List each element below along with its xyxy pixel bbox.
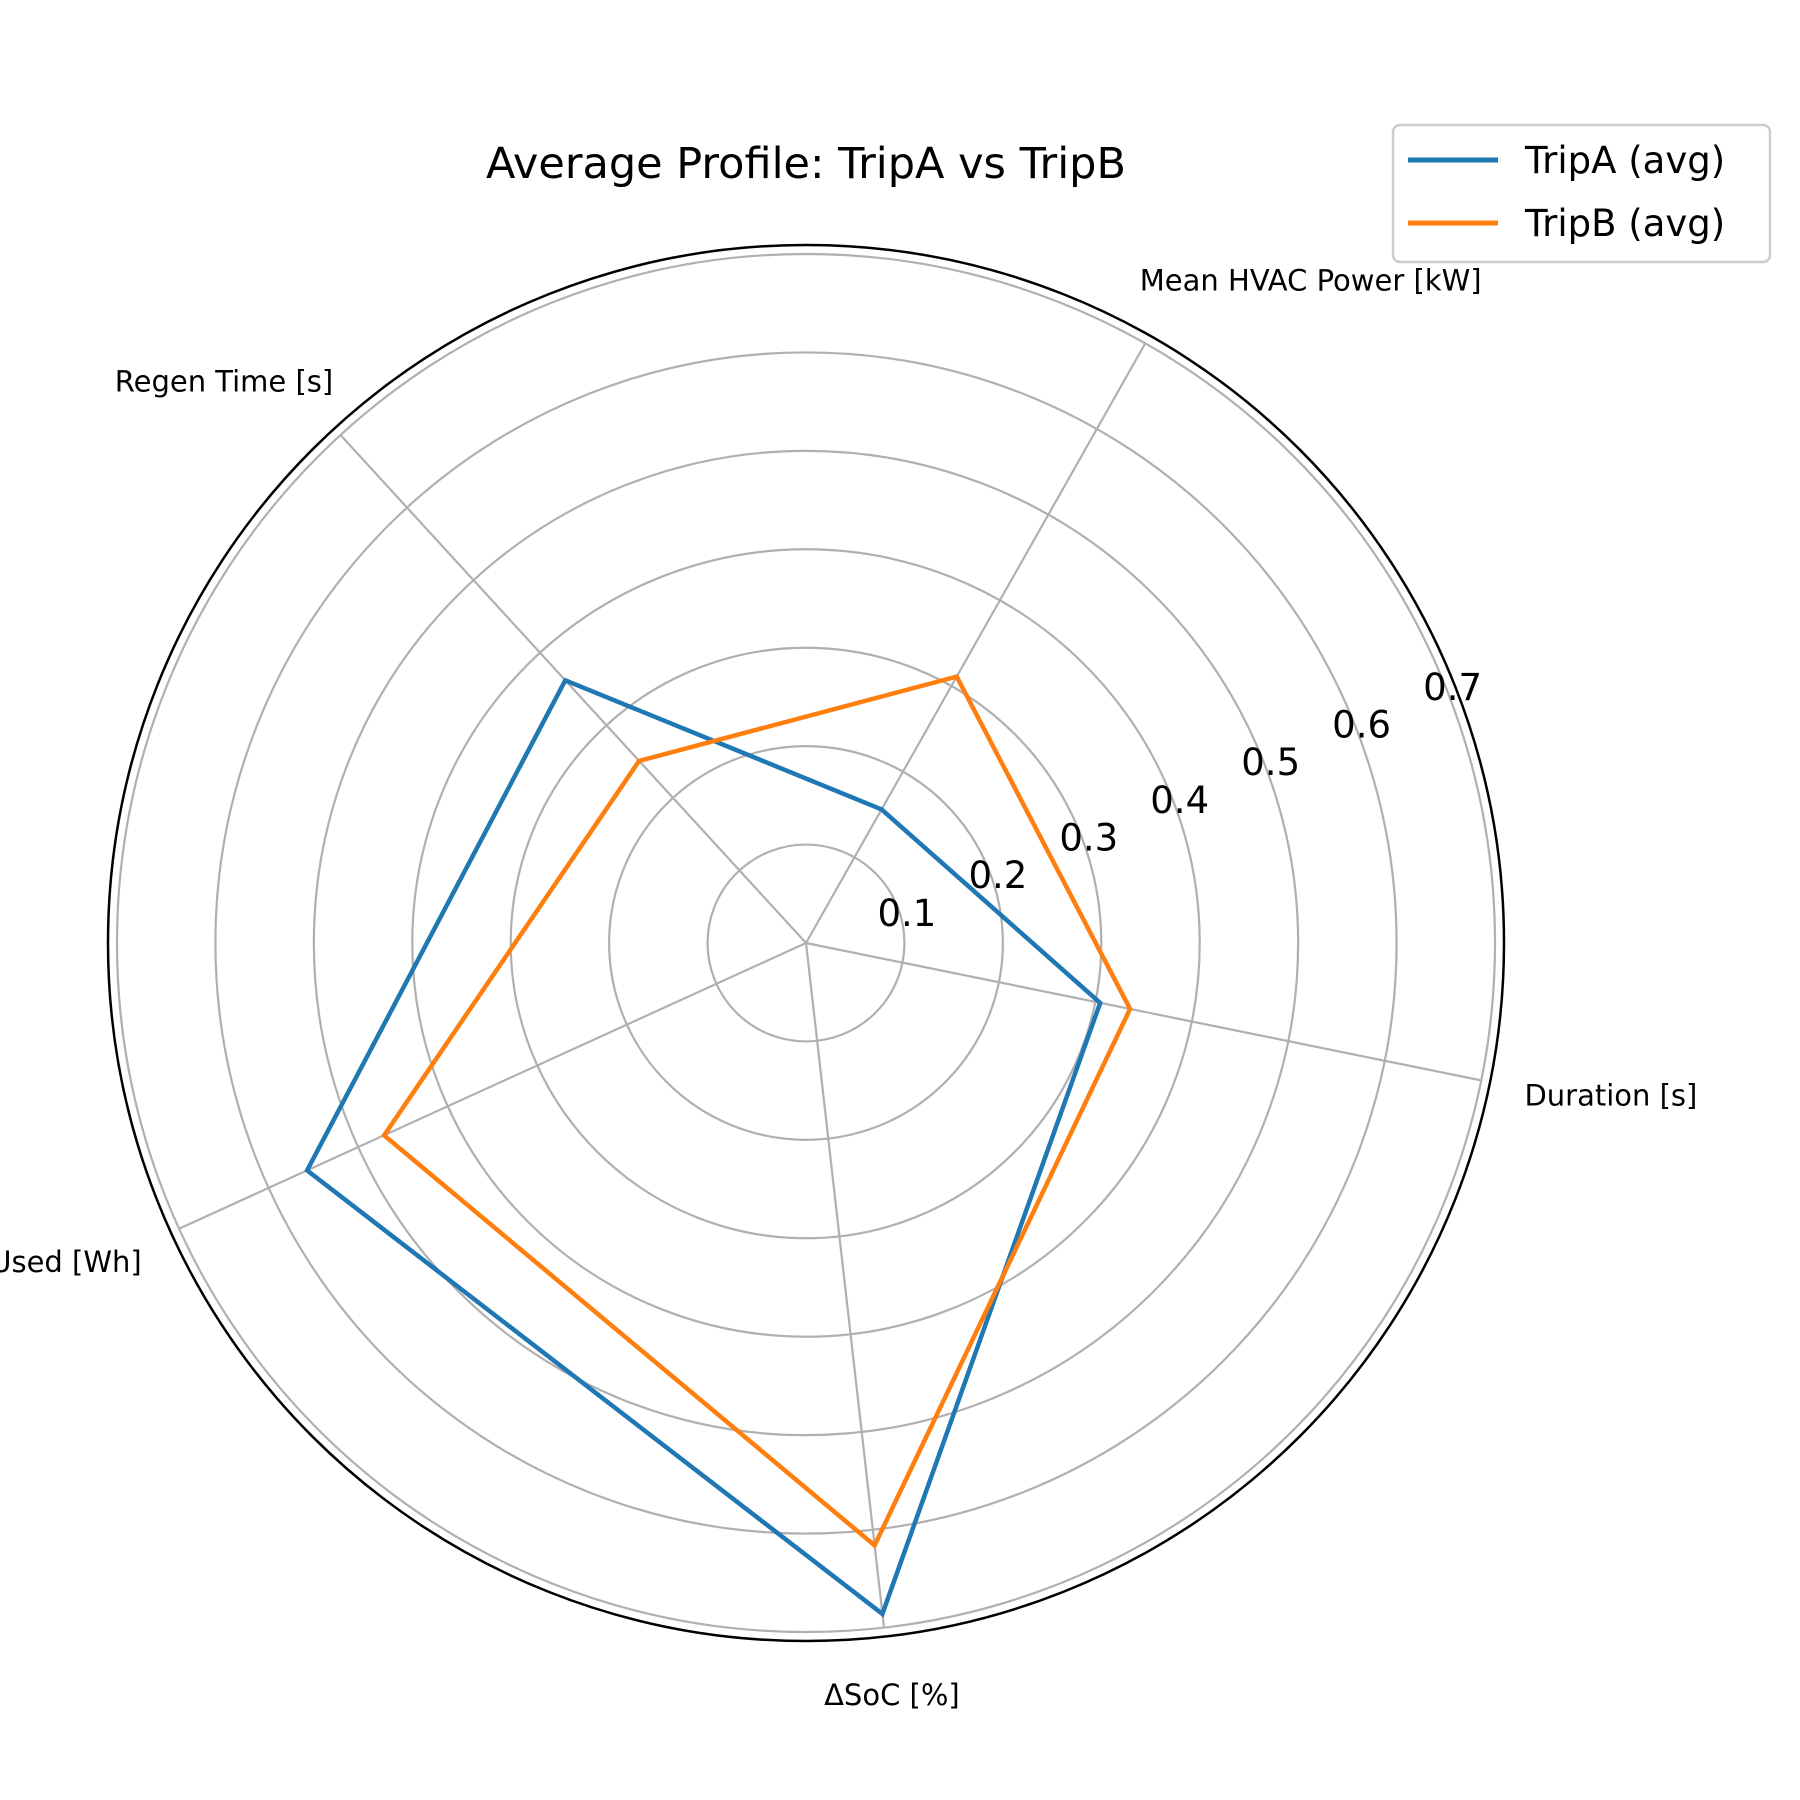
- radial-tick-label: 0.3: [1059, 817, 1118, 860]
- grid-circle: [115, 252, 1497, 1634]
- radial-tick-label: 0.5: [1241, 741, 1300, 784]
- radial-tick-label: 0.6: [1332, 704, 1391, 747]
- series-line: [304, 677, 1103, 1618]
- grid-circle: [509, 646, 1103, 1240]
- grid-circle: [411, 548, 1201, 1338]
- outer-frame: [106, 243, 1506, 1643]
- axis-label: Energy Used [Wh]: [0, 1245, 142, 1279]
- legend: TripA (avg) TripB (avg): [1391, 123, 1772, 264]
- axis-label: Mean HVAC Power [kW]: [1140, 263, 1482, 297]
- spoke-line: [178, 941, 807, 1230]
- chart-title: Average Profile: TripA vs TripB: [486, 139, 1126, 189]
- axis-labels: Duration [s] ΔSoC [%] Energy Used [Wh] Rege…: [0, 263, 1697, 1712]
- grid-circle: [608, 745, 1004, 1141]
- spoke-line: [805, 941, 1482, 1082]
- radial-tick-label: 0.4: [1150, 779, 1209, 822]
- radial-tick-label: 0.2: [968, 854, 1027, 897]
- radial-ticks: 0.1 0.2 0.3 0.4 0.5 0.6 0.7: [877, 666, 1482, 935]
- spoke-line: [804, 942, 886, 1628]
- series-layer: [304, 673, 1133, 1618]
- axis-label: Regen Time [s]: [115, 364, 333, 398]
- spoke-line: [805, 342, 1147, 944]
- legend-label: TripA (avg): [1524, 139, 1725, 182]
- radial-tick-label: 0.7: [1423, 666, 1482, 709]
- grid-circle: [214, 351, 1398, 1535]
- grid-circle: [706, 843, 906, 1043]
- grid: [106, 243, 1506, 1643]
- radial-tick-label: 0.1: [877, 892, 936, 935]
- series-line: [381, 673, 1133, 1549]
- legend-label: TripB (avg): [1524, 202, 1725, 245]
- grid-circle: [312, 449, 1300, 1437]
- axis-label: Duration [s]: [1524, 1078, 1697, 1112]
- spoke-line: [339, 434, 807, 944]
- axis-label: ΔSoC [%]: [824, 1678, 960, 1712]
